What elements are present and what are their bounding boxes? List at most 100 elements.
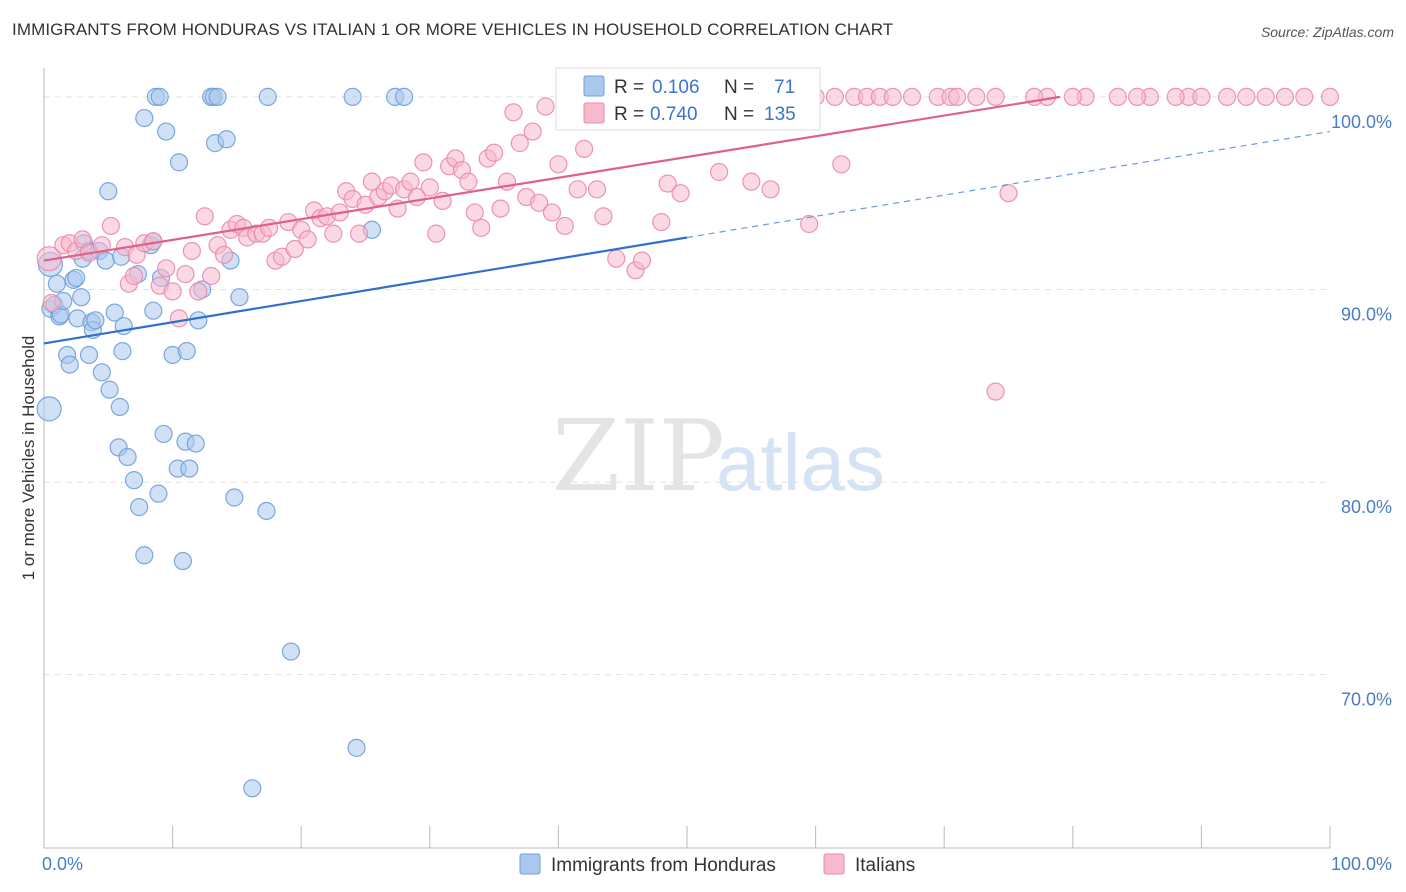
grid-lines (44, 96, 1330, 676)
honduras-point-68 (281, 642, 301, 661)
honduras-point-25 (100, 380, 119, 399)
italians-point-57 (420, 178, 439, 197)
italians-point-54 (401, 172, 420, 191)
italians-point-1 (42, 293, 61, 313)
italians-point-64 (465, 203, 484, 222)
italians-point-19 (176, 264, 195, 284)
honduras-point-22 (92, 363, 111, 382)
italians-point-119 (1218, 87, 1237, 106)
italians-point-42 (324, 224, 343, 243)
italians-point-21 (189, 282, 208, 301)
italians-point-71 (510, 134, 529, 153)
legend-n-value-pink: 135 (764, 104, 796, 125)
italians-point-77 (549, 155, 568, 174)
italians-point-56 (414, 153, 433, 172)
italians-point-25 (214, 245, 234, 264)
italians-point-20 (182, 241, 201, 261)
honduras-point-13 (72, 288, 91, 307)
honduras-point-70 (347, 738, 366, 757)
honduras-point-52 (177, 342, 196, 361)
honduras-point-36 (135, 108, 154, 128)
honduras-point-0 (36, 396, 62, 422)
y-axis-title: 1 or more Vehicles in Household (19, 336, 38, 581)
bottom-legend: Immigrants from Honduras Italians (519, 853, 915, 876)
italians-point-121 (1295, 87, 1314, 106)
honduras-point-23 (96, 251, 115, 270)
italians-point-136 (1166, 87, 1185, 106)
italians-point-81 (575, 139, 594, 158)
italians-point-137 (1237, 87, 1256, 106)
honduras-point-66 (257, 501, 276, 521)
italians-point-122 (1320, 87, 1340, 106)
italians-point-132 (967, 87, 986, 106)
italians-point-23 (202, 266, 221, 286)
honduras-point-55 (189, 311, 208, 330)
honduras-trend-line (43, 236, 688, 345)
italians-point-125 (761, 180, 780, 199)
italians-point-22 (195, 207, 214, 226)
y-tick-labels: 70.0% 80.0% 90.0% 100.0% (1331, 112, 1392, 710)
italians-point-110 (986, 382, 1005, 401)
italians-point-65 (472, 218, 491, 237)
honduras-point-65 (243, 779, 262, 798)
legend-n-label-pink: N = (724, 104, 754, 125)
honduras-point-45 (154, 424, 173, 444)
honduras-point-30 (113, 342, 132, 361)
honduras-point-33 (124, 471, 144, 490)
honduras-point-69 (343, 87, 362, 106)
italians-point-92 (671, 184, 690, 203)
legend-r-value-pink: 0.740 (650, 104, 698, 125)
honduras-point-42 (149, 484, 168, 503)
honduras-point-16 (79, 345, 99, 365)
bottom-legend-label-blue: Immigrants from Honduras (551, 855, 776, 876)
italians-point-115 (1108, 87, 1127, 106)
honduras-point-63 (225, 488, 244, 507)
honduras-point-35 (130, 498, 149, 517)
honduras-point-60 (208, 87, 227, 106)
italians-point-118 (1192, 87, 1211, 106)
italians-point-85 (607, 249, 626, 268)
italians-point-78 (555, 216, 574, 236)
italians-point-106 (883, 87, 902, 106)
italians-point-18 (169, 309, 189, 328)
italians-point-32 (259, 218, 279, 237)
honduras-point-32 (118, 447, 137, 467)
watermark: ZIP atlas (552, 400, 885, 514)
italians-point-111 (986, 87, 1005, 106)
honduras-point-54 (186, 434, 205, 453)
italians-point-102 (825, 87, 844, 106)
honduras-point-43 (150, 87, 169, 106)
italians-point-134 (1063, 87, 1082, 106)
italians-point-124 (742, 172, 761, 191)
italians-point-74 (530, 193, 549, 212)
honduras-point-26 (105, 303, 124, 322)
italians-point-120 (1256, 87, 1275, 106)
legend-r-label-blue: R = (614, 77, 644, 98)
italians-point-63 (459, 172, 478, 191)
italians-point-48 (362, 172, 382, 191)
italians-point-109 (947, 87, 967, 106)
source-label: Source: ZipAtlas.com (1260, 24, 1394, 40)
italians-point-131 (902, 87, 922, 106)
italians-point-7 (92, 236, 111, 255)
bottom-legend-swatch-blue (519, 853, 541, 875)
honduras-point-24 (99, 182, 118, 201)
italians-point-8 (101, 216, 120, 236)
italians-point-127 (832, 155, 851, 174)
x-tick-label-max: 100.0% (1331, 854, 1392, 874)
honduras-point-50 (173, 551, 192, 571)
honduras-point-4 (47, 274, 66, 293)
italians-point-88 (632, 251, 652, 270)
y-tick-label-1: 80.0% (1341, 497, 1392, 517)
legend-n-label-blue: N = (724, 77, 754, 98)
italians-point-75 (536, 97, 555, 116)
italians-point-46 (349, 224, 369, 243)
honduras-point-37 (135, 546, 154, 565)
italians-point-91 (658, 174, 677, 193)
italians-point-84 (594, 207, 613, 226)
italians-point-73 (523, 122, 542, 141)
italians-point-68 (491, 199, 510, 218)
italians-point-11 (124, 266, 144, 286)
italians-point-67 (485, 143, 504, 162)
trend-lines (43, 95, 1331, 345)
